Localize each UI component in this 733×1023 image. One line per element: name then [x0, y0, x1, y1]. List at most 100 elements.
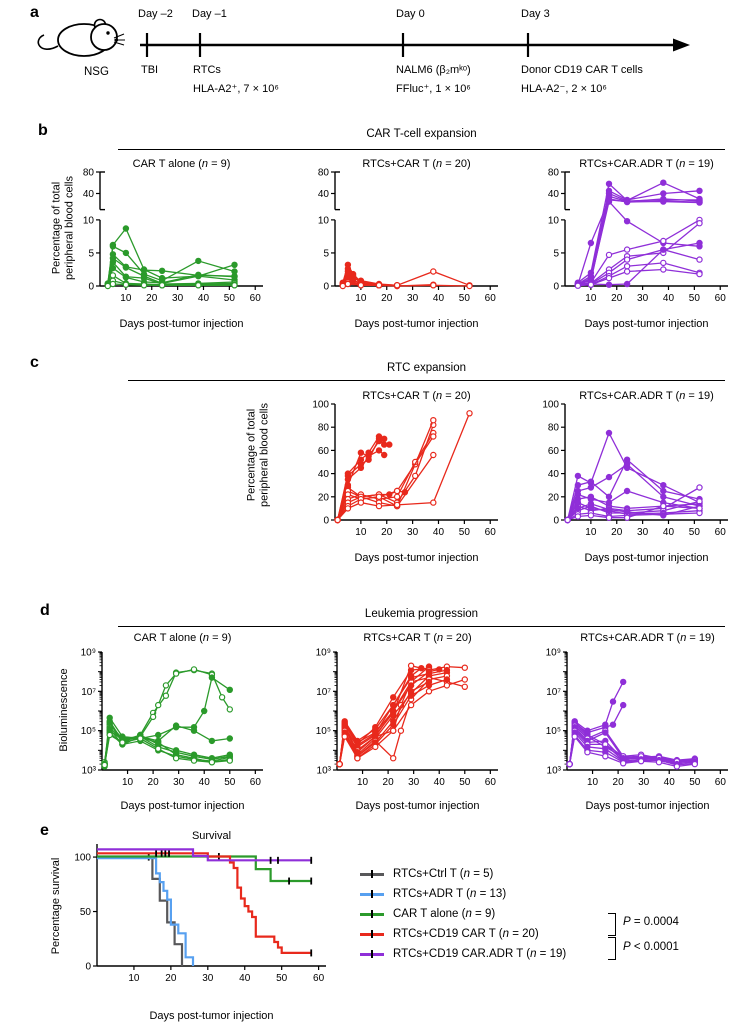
svg-text:50: 50	[689, 293, 701, 304]
svg-text:60: 60	[318, 446, 330, 457]
y-axis-label-c-line2: peripheral blood cells	[258, 403, 270, 507]
chart-d-rtcs-car-t: 10 20 30 40 50 60 10³ 10⁵ 10⁷ 10⁹ RTCs+CAR T (n = …	[316, 632, 498, 812]
legend-marker-rtcs-cd19-car-t	[360, 929, 384, 939]
svg-text:RTCs+CAR T (n = 20): RTCs+CAR T (n = 20)	[362, 158, 470, 170]
mouse-strain-label: NSG	[84, 66, 109, 78]
svg-text:40: 40	[664, 777, 676, 788]
svg-text:10: 10	[318, 215, 330, 226]
svg-text:Days post-tumor injection: Days post-tumor injection	[584, 552, 708, 564]
svg-text:20: 20	[148, 777, 160, 788]
event-cart: Donor CD19 CAR T cells	[521, 64, 643, 76]
svg-text:Days post-tumor injection: Days post-tumor injection	[584, 318, 708, 330]
legend-marker-rtcs-cd19-car-adr-t	[360, 949, 384, 959]
svg-text:50: 50	[689, 527, 701, 538]
chart-d-rtcs-car-adr-t: 10 20 30 40 50 60 10³ 10⁵ 10⁷ 10⁹ RTCs+CAR.ADR T (…	[546, 632, 728, 812]
svg-text:60: 60	[715, 777, 727, 788]
panel-label-a: a	[30, 4, 39, 21]
svg-text:40: 40	[663, 527, 675, 538]
legend-label-rtcs-adr-t: RTCs+ADR T (n = 13)	[393, 888, 507, 900]
legend-marker-rtcs-adr-t	[360, 889, 384, 899]
svg-text:50: 50	[689, 777, 701, 788]
svg-text:40: 40	[433, 527, 445, 538]
svg-text:60: 60	[485, 777, 497, 788]
svg-text:40: 40	[663, 293, 675, 304]
svg-text:10⁵: 10⁵	[81, 726, 96, 737]
svg-text:30: 30	[408, 777, 420, 788]
svg-text:60: 60	[250, 777, 262, 788]
pvalue-bracket-bottom	[608, 937, 616, 960]
legend-item-rtcs-ctrl-t: RTCs+Ctrl T (n = 5)	[360, 866, 493, 882]
legend-label-rtcs-ctrl-t: RTCs+Ctrl T (n = 5)	[393, 868, 494, 880]
svg-text:RTCs+CAR T (n = 20): RTCs+CAR T (n = 20)	[363, 632, 471, 644]
svg-text:60: 60	[485, 527, 497, 538]
svg-text:50: 50	[80, 907, 92, 918]
svg-text:40: 40	[239, 973, 251, 984]
y-axis-label-c: Percentage of total peripheral blood cel…	[246, 403, 271, 507]
svg-text:40: 40	[83, 189, 95, 200]
panel-label-d: d	[40, 602, 50, 619]
svg-text:30: 30	[407, 293, 419, 304]
svg-text:Days post-tumor injection: Days post-tumor injection	[355, 800, 479, 812]
pvalue-top: P = 0.0004	[623, 916, 679, 928]
svg-text:Days post-tumor injection: Days post-tumor injection	[354, 552, 478, 564]
svg-text:60: 60	[485, 293, 497, 304]
svg-text:10⁹: 10⁹	[316, 648, 331, 659]
svg-text:20: 20	[613, 777, 625, 788]
legend-label-rtcs-cd19-car-adr-t: RTCs+CD19 CAR.ADR T (n = 19)	[393, 948, 567, 960]
svg-text:20: 20	[611, 293, 623, 304]
svg-text:80: 80	[318, 423, 330, 434]
svg-text:50: 50	[459, 293, 471, 304]
svg-text:Days post-tumor injection: Days post-tumor injection	[120, 800, 244, 812]
svg-text:30: 30	[173, 777, 185, 788]
chart-c-rtcs-car-t: 10 20 30 40 50 60 0 20 40 60 80 100 RTCs+CAR T (n = …	[312, 390, 498, 564]
svg-text:20: 20	[318, 492, 330, 503]
svg-text:10: 10	[585, 527, 597, 538]
legend-label-car-t-alone: CAR T alone (n = 9)	[393, 908, 496, 920]
svg-text:10: 10	[357, 777, 369, 788]
header-rule-b	[118, 149, 725, 150]
legend-marker-car-t-alone	[360, 909, 384, 919]
svg-text:40: 40	[548, 189, 560, 200]
svg-text:10: 10	[355, 293, 367, 304]
svg-text:30: 30	[172, 293, 184, 304]
svg-text:Days post-tumor injection: Days post-tumor injection	[149, 1010, 273, 1022]
svg-text:Days post-tumor injection: Days post-tumor injection	[354, 318, 478, 330]
svg-text:10: 10	[355, 527, 367, 538]
svg-text:20: 20	[548, 492, 560, 503]
svg-text:10: 10	[83, 215, 95, 226]
svg-text:10⁷: 10⁷	[81, 687, 96, 698]
header-leukemia-progression: Leukemia progression	[364, 608, 479, 620]
svg-text:10³: 10³	[82, 766, 97, 777]
svg-text:100: 100	[312, 400, 329, 411]
svg-text:30: 30	[202, 973, 214, 984]
svg-text:Days post-tumor injection: Days post-tumor injection	[585, 800, 709, 812]
svg-text:10: 10	[120, 293, 132, 304]
svg-text:30: 30	[637, 293, 649, 304]
svg-text:CAR T alone (n = 9): CAR T alone (n = 9)	[134, 632, 232, 644]
timeline-day-minus1: Day –1	[192, 8, 227, 20]
svg-text:5: 5	[323, 248, 329, 259]
svg-text:60: 60	[548, 446, 560, 457]
panel-label-e: e	[40, 822, 49, 839]
pvalue-bracket-top	[608, 913, 616, 936]
svg-text:CAR T alone (n = 9): CAR T alone (n = 9)	[133, 158, 231, 170]
legend-label-rtcs-cd19-car-t: RTCs+CD19 CAR T (n = 20)	[393, 928, 539, 940]
svg-text:RTCs+CAR.ADR T (n = 19): RTCs+CAR.ADR T (n = 19)	[580, 632, 715, 644]
svg-text:60: 60	[313, 973, 325, 984]
svg-text:10⁹: 10⁹	[546, 648, 561, 659]
svg-text:10³: 10³	[317, 766, 332, 777]
event-tbi: TBI	[141, 64, 159, 76]
panel-label-b: b	[38, 122, 48, 139]
svg-text:40: 40	[433, 293, 445, 304]
svg-text:10: 10	[548, 215, 560, 226]
svg-text:80: 80	[83, 168, 95, 179]
header-rtc-expansion: RTC expansion	[386, 362, 467, 374]
svg-text:10⁵: 10⁵	[546, 726, 561, 737]
header-rule-c	[128, 380, 725, 381]
svg-text:30: 30	[638, 777, 650, 788]
svg-text:10⁹: 10⁹	[81, 648, 96, 659]
svg-text:RTCs+CAR.ADR T (n = 19): RTCs+CAR.ADR T (n = 19)	[579, 390, 714, 402]
svg-text:20: 20	[381, 527, 393, 538]
legend-marker-rtcs-ctrl-t	[360, 869, 384, 879]
svg-text:40: 40	[434, 777, 446, 788]
